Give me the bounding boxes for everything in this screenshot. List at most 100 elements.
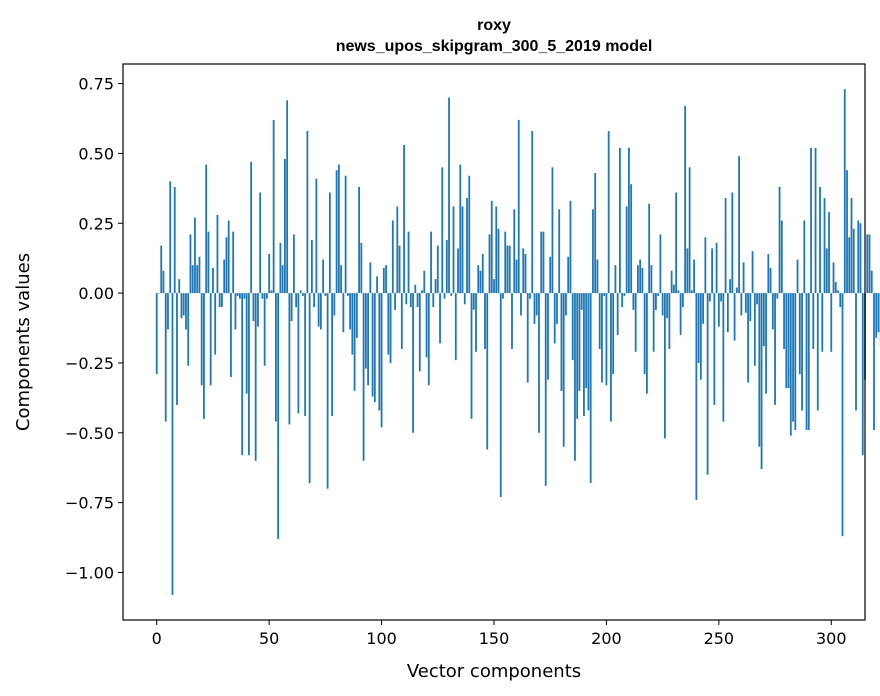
bar-77: [328, 192, 331, 294]
bar-270: [762, 293, 765, 347]
bar-236: [686, 248, 689, 294]
bar-28: [218, 293, 221, 308]
bar-227: [666, 293, 669, 319]
bar-106: [394, 293, 396, 310]
bar-139: [468, 175, 471, 294]
bar-135: [459, 164, 462, 294]
bar-255: [729, 279, 731, 294]
bar-312: [857, 220, 860, 294]
bar-212: [632, 293, 635, 310]
bar-275: [774, 293, 776, 405]
bar-115: [414, 284, 417, 294]
bar-148: [488, 234, 491, 294]
bar-287: [801, 293, 803, 411]
bar-209: [625, 206, 628, 294]
bar-286: [798, 293, 801, 375]
bar-199: [603, 293, 606, 296]
bar-4: [164, 293, 167, 422]
bar-232: [677, 290, 680, 294]
bar-32: [227, 220, 230, 294]
bar-113: [409, 293, 412, 308]
bar-204: [614, 265, 617, 294]
bar-90: [358, 186, 360, 294]
bar-316: [866, 234, 869, 294]
bar-250: [717, 293, 720, 327]
bar-25: [212, 267, 214, 294]
bar-133: [454, 293, 457, 361]
bar-179: [558, 209, 561, 294]
bar-167: [531, 131, 534, 294]
bar-205: [616, 293, 619, 336]
bar-304: [839, 293, 842, 308]
bar-297: [823, 198, 826, 294]
bar-124: [434, 279, 437, 294]
bar-72: [317, 293, 320, 327]
bar-178: [556, 293, 558, 324]
y-tick-label: 0.25: [78, 214, 114, 233]
bar-87: [351, 293, 354, 355]
bar-134: [457, 248, 459, 294]
bar-104: [389, 293, 392, 363]
bar-298: [825, 248, 828, 294]
bar-129: [445, 240, 448, 294]
bar-105: [391, 220, 394, 294]
bar-192: [587, 293, 590, 411]
bar-46: [259, 192, 262, 294]
bar-157: [508, 245, 511, 294]
bar-64: [299, 290, 302, 294]
bar-210: [628, 147, 630, 294]
bar-123: [432, 293, 435, 308]
bar-57: [283, 158, 286, 294]
bar-27: [216, 214, 219, 294]
bar-156: [506, 245, 509, 294]
bar-314: [861, 293, 864, 456]
bar-321: [877, 293, 880, 333]
bar-128: [443, 293, 446, 299]
bar-31: [225, 237, 228, 294]
bar-99: [378, 293, 381, 411]
bar-313: [859, 223, 862, 294]
bar-22: [205, 164, 208, 294]
bar-245: [706, 293, 709, 475]
bar-310: [852, 228, 855, 294]
bar-83: [342, 293, 345, 333]
y-tick-label: −0.75: [65, 494, 114, 513]
bar-102: [385, 265, 387, 294]
bar-292: [812, 293, 815, 349]
bar-220: [650, 265, 653, 294]
bar-58: [286, 100, 289, 294]
bar-266: [753, 293, 756, 366]
bar-254: [726, 293, 729, 333]
bar-52: [272, 119, 275, 294]
bar-74: [322, 259, 325, 294]
bar-201: [607, 131, 610, 294]
bar-200: [605, 293, 608, 386]
bar-195: [594, 172, 597, 294]
bar-262: [744, 293, 747, 313]
bar-289: [805, 293, 808, 431]
bar-263: [747, 293, 749, 383]
bar-73: [319, 293, 322, 330]
bar-213: [634, 293, 637, 352]
bar-283: [792, 293, 794, 422]
bar-155: [504, 231, 507, 294]
bar-76: [326, 293, 329, 489]
bar-150: [493, 279, 495, 294]
x-tick-label: 50: [259, 629, 279, 648]
bar-118: [421, 290, 423, 294]
bar-63: [297, 293, 300, 414]
bar-206: [619, 147, 621, 294]
bar-180: [560, 293, 563, 391]
bar-176: [551, 167, 554, 294]
bar-168: [533, 293, 536, 324]
bar-197: [598, 293, 601, 349]
bar-290: [807, 293, 810, 431]
bar-55: [279, 242, 282, 294]
x-tick-label: 300: [816, 629, 847, 648]
bar-81: [337, 164, 340, 294]
x-axis-label: Vector components: [407, 661, 581, 682]
bar-138: [466, 198, 468, 294]
bar-307: [846, 170, 848, 294]
bar-218: [645, 293, 648, 394]
bar-248: [713, 293, 716, 405]
